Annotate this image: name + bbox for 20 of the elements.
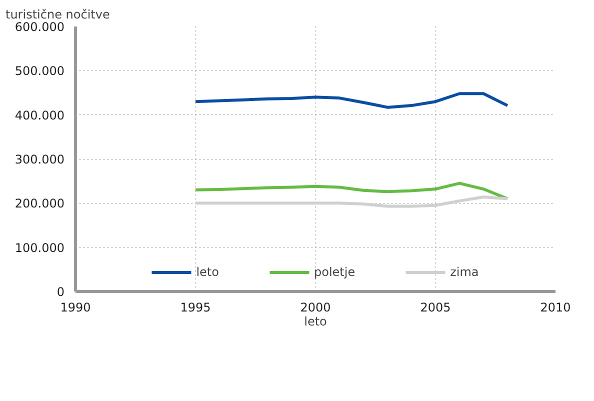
line-series — [194, 195, 509, 208]
legend-label: leto — [196, 265, 219, 279]
x-tick-label: 2010 — [540, 300, 571, 314]
x-tick-label: 2005 — [420, 300, 451, 314]
legend-label: poletje — [314, 265, 356, 279]
line-series — [194, 92, 509, 109]
line-series — [194, 182, 509, 200]
y-tick-label: 500.000 — [14, 64, 64, 78]
y-tick-label: 200.000 — [14, 196, 64, 211]
y-tick-label: 600.000 — [14, 20, 64, 34]
x-tick-label: 1990 — [60, 300, 91, 314]
y-tick-label: 300.000 — [14, 152, 64, 166]
y-tick-label: 0 — [56, 285, 65, 299]
legend-label: zima — [450, 265, 479, 279]
x-tick-label: 2000 — [300, 300, 331, 314]
y-tick-label: 100.000 — [14, 240, 64, 255]
x-tick-label: 1995 — [180, 300, 211, 314]
y-axis-title: turistične nočitve — [6, 8, 110, 22]
x-axis-title: leto — [304, 314, 327, 328]
y-tick-label: 400.000 — [14, 108, 64, 122]
